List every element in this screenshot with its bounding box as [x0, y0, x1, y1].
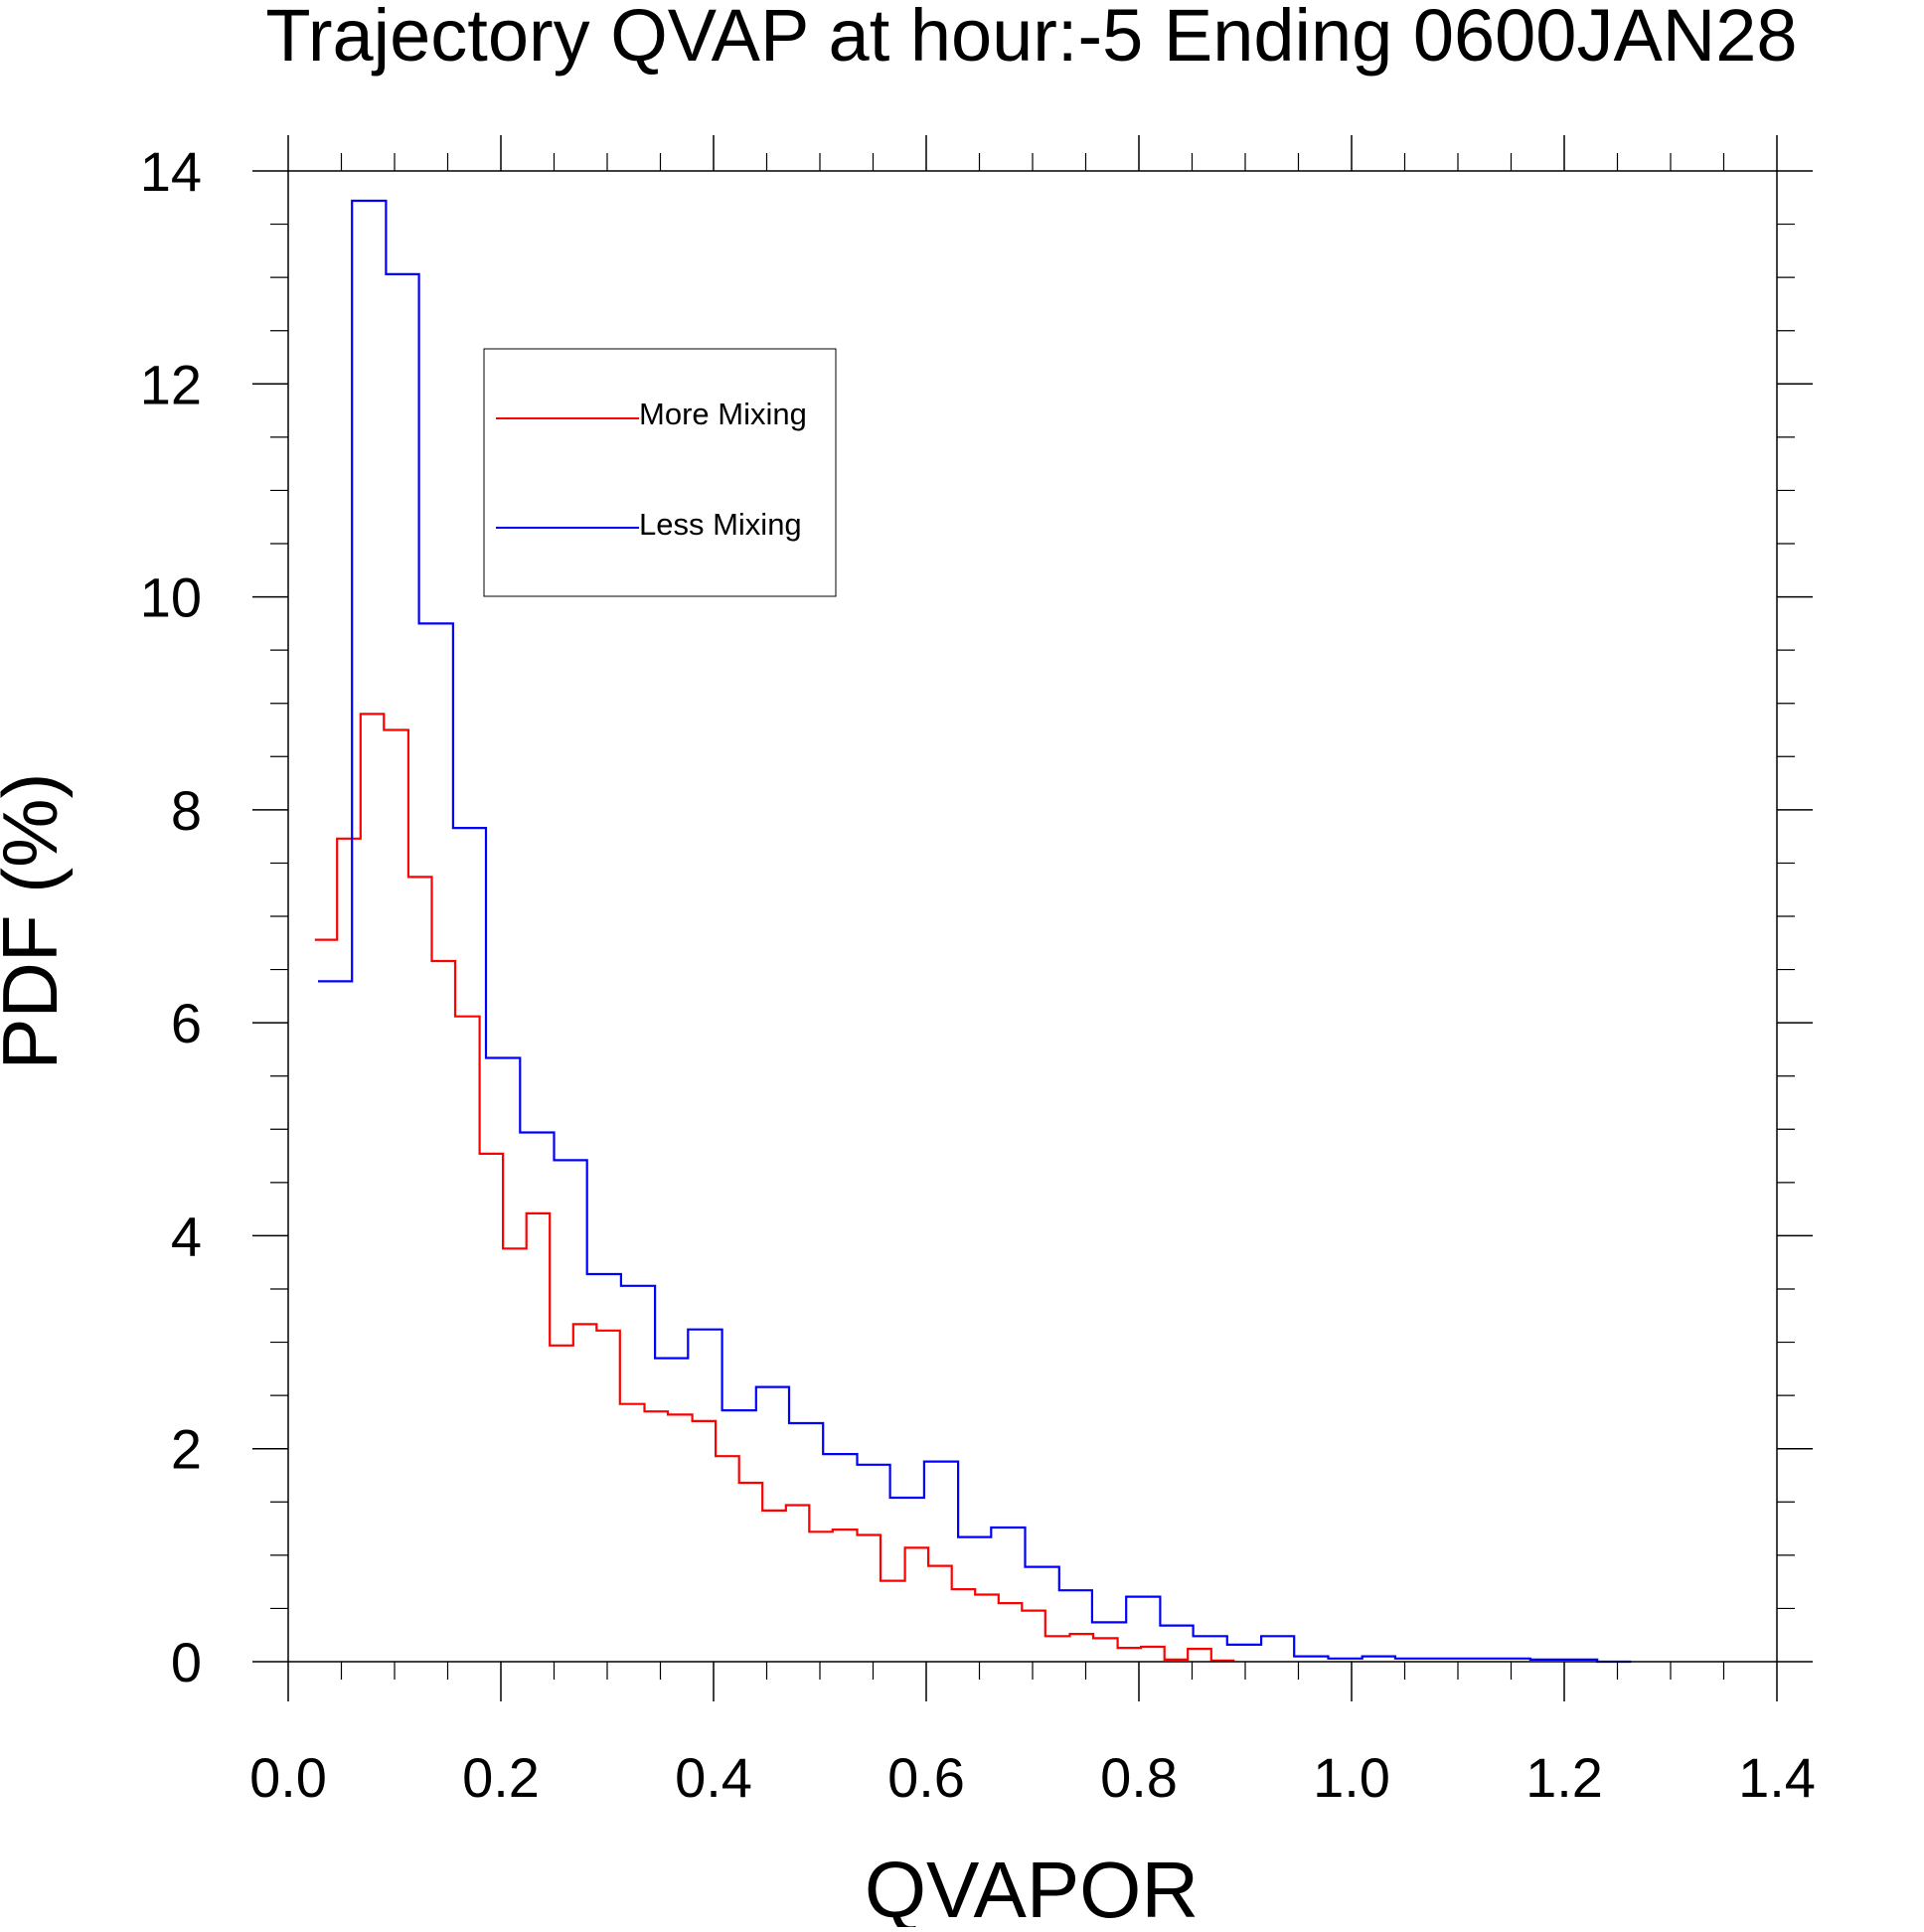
y-tick-label: 4 — [171, 1205, 202, 1267]
x-tick-label: 1.4 — [1738, 1746, 1816, 1809]
x-tick-label: 0.8 — [1100, 1746, 1178, 1809]
x-tick-label: 0.4 — [675, 1746, 752, 1809]
legend-label-more-mixing: More Mixing — [639, 397, 807, 431]
x-tick-label: 0.6 — [887, 1746, 965, 1809]
plot-series — [314, 199, 1632, 1664]
y-axis-label: PDF (%) — [0, 773, 74, 1070]
y-tick-label: 14 — [140, 140, 202, 203]
legend-label-less-mixing: Less Mixing — [639, 507, 802, 542]
legend: More Mixing Less Mixing — [483, 348, 837, 597]
tick-labels: 0.0 0.2 0.4 0.6 0.8 1.0 1.2 1.4 0 2 4 6 8 10 12 14 — [140, 140, 1816, 1809]
plot-frame — [287, 170, 1778, 1663]
x-tick-label: 1.2 — [1525, 1746, 1603, 1809]
y-tick-label: 0 — [171, 1631, 202, 1693]
y-tick-label: 2 — [171, 1418, 202, 1481]
axis-ticks — [252, 135, 1813, 1701]
y-tick-label: 10 — [140, 566, 202, 629]
series-line-more-mixing — [314, 713, 1235, 1662]
y-tick-label: 6 — [171, 992, 202, 1054]
x-tick-label: 1.0 — [1313, 1746, 1390, 1809]
x-tick-label: 0.2 — [462, 1746, 540, 1809]
x-axis-label: QVAPOR — [865, 1846, 1199, 1927]
legend-box — [483, 348, 837, 597]
y-tick-label: 12 — [140, 353, 202, 415]
y-tick-label: 8 — [171, 779, 202, 842]
chart-title: Trajectory QVAP at hour:-5 Ending 0600JA… — [265, 0, 1797, 77]
x-tick-label: 0.0 — [249, 1746, 327, 1809]
series-line-less-mixing — [318, 199, 1632, 1664]
